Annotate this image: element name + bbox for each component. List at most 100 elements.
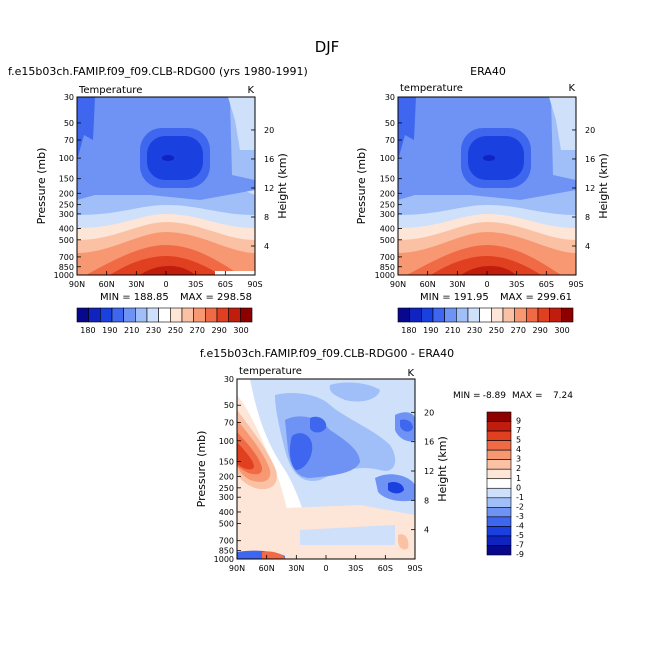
diff-fill-8 [300,525,395,545]
colorbar-label: 9 [516,417,521,426]
y-tick-label: 850 [219,547,234,556]
colorbar-label: 190 [423,326,438,335]
colorbar-label: 3 [516,455,521,464]
colorbar-swatch [421,307,434,323]
y-tick-label: 150 [380,175,395,184]
right-tick-label: 12 [264,184,274,193]
panel-diff-units: K [407,368,414,379]
colorbar-label: 4 [516,445,521,454]
y-tick-label: 700 [219,537,234,546]
panel-model-ylabel-right: Height (km) [276,153,289,219]
model-fill-18 [162,155,174,161]
right-tick-label: 8 [424,496,429,505]
colorbar-swatch [486,478,512,489]
x-tick-label: 0 [323,564,328,573]
colorbar-label: 180 [401,326,416,335]
y-tick-label: 300 [59,210,74,219]
colorbar-label: 270 [511,326,526,335]
colorbar-swatch [526,307,539,323]
colorbar-swatch [456,307,469,323]
colorbar-label: 2 [516,464,521,473]
y-tick-label: 250 [59,201,74,210]
colorbar-swatch [514,307,527,323]
colorbar-swatch [537,307,550,323]
colorbar-label: -9 [516,550,524,559]
right-tick-label: 16 [585,155,595,164]
panel-diff-title: f.e15b03ch.FAMIP.f09_f09.CLB-RDG00 - ERA… [200,347,454,360]
y-tick-label: 400 [380,224,395,233]
colorbar-swatch [170,307,183,323]
right-tick-label: 4 [264,242,269,251]
model-fill-5 [228,97,255,150]
x-tick-label: 90N [69,280,85,289]
panel-model-contours [77,97,255,275]
panel-obs-units: K [568,83,575,94]
panel-diff-contours [237,379,415,559]
x-tick-label: 30S [509,280,524,289]
x-tick-label: 30N [288,564,304,573]
panel-model-right-ticks: 20 16 12 8 4 [251,126,274,251]
y-tick-label: 30 [385,93,395,102]
y-tick-label: 50 [385,119,395,128]
x-tick-label: 90N [390,280,406,289]
colorbar-swatch [486,535,512,546]
colorbar-label: 7 [516,426,521,435]
right-tick-label: 16 [264,155,274,164]
colorbar-swatch [240,307,253,323]
panel-obs-contours [398,97,576,275]
panel-diff-x-ticks: 90N 60N 30N 0 30S 60S 90S [229,555,423,573]
right-tick-label: 4 [424,526,429,535]
panel-obs-left-label: temperature [400,83,463,94]
colorbar-swatch [88,307,101,323]
x-tick-label: 30N [128,280,144,289]
right-tick-label: 12 [424,467,434,476]
diff-fill-11 [289,433,313,470]
panel-model-ylabel: Pressure (mb) [35,148,48,225]
right-tick-label: 8 [585,213,590,222]
colorbar-label: -1 [516,493,524,502]
colorbar-swatch [135,307,148,323]
panel-obs-ylabel: Pressure (mb) [355,148,368,225]
y-tick-label: 700 [59,253,74,262]
colorbar-swatch [193,307,206,323]
right-tick-label: 8 [264,213,269,222]
diff-fill-12 [310,416,327,433]
colorbar-label: 290 [212,326,227,335]
colorbar-label: 210 [124,326,139,335]
colorbar-swatch [486,449,512,460]
colorbar-label: 230 [146,326,161,335]
colorbar-label: -3 [516,512,524,521]
y-tick-label: 200 [59,189,74,198]
y-tick-label: 500 [380,236,395,245]
panel-obs-colorbar: 180 190 210 230 250 270 290 300 [397,307,574,335]
panel-obs-min-label: MIN = 191.95 [420,292,489,303]
colorbar-swatch [479,307,492,323]
colorbar-swatch [502,307,515,323]
x-tick-label: 30N [449,280,465,289]
colorbar-swatch [486,487,512,499]
panel-model-units: K [247,85,254,96]
x-tick-label: 0 [163,280,168,289]
y-tick-label: 400 [59,224,74,233]
colorbar-label: -5 [516,531,524,540]
y-tick-label: 300 [219,493,234,502]
colorbar-label: 270 [190,326,205,335]
colorbar-label: -2 [516,502,524,511]
right-tick-label: 20 [424,408,434,417]
y-tick-label: 30 [224,375,234,384]
colorbar-swatch [486,507,512,518]
colorbar-label: 230 [467,326,482,335]
colorbar-swatch [467,307,480,323]
colorbar-swatch [216,307,229,323]
panel-diff-ylabel: Pressure (mb) [195,431,208,508]
right-tick-label: 16 [424,438,434,447]
x-tick-label: 90N [229,564,245,573]
x-tick-label: 60N [259,564,275,573]
y-tick-label: 200 [380,189,395,198]
model-fill-13 [110,256,220,275]
colorbar-label: 190 [102,326,117,335]
x-tick-label: 90S [407,564,422,573]
